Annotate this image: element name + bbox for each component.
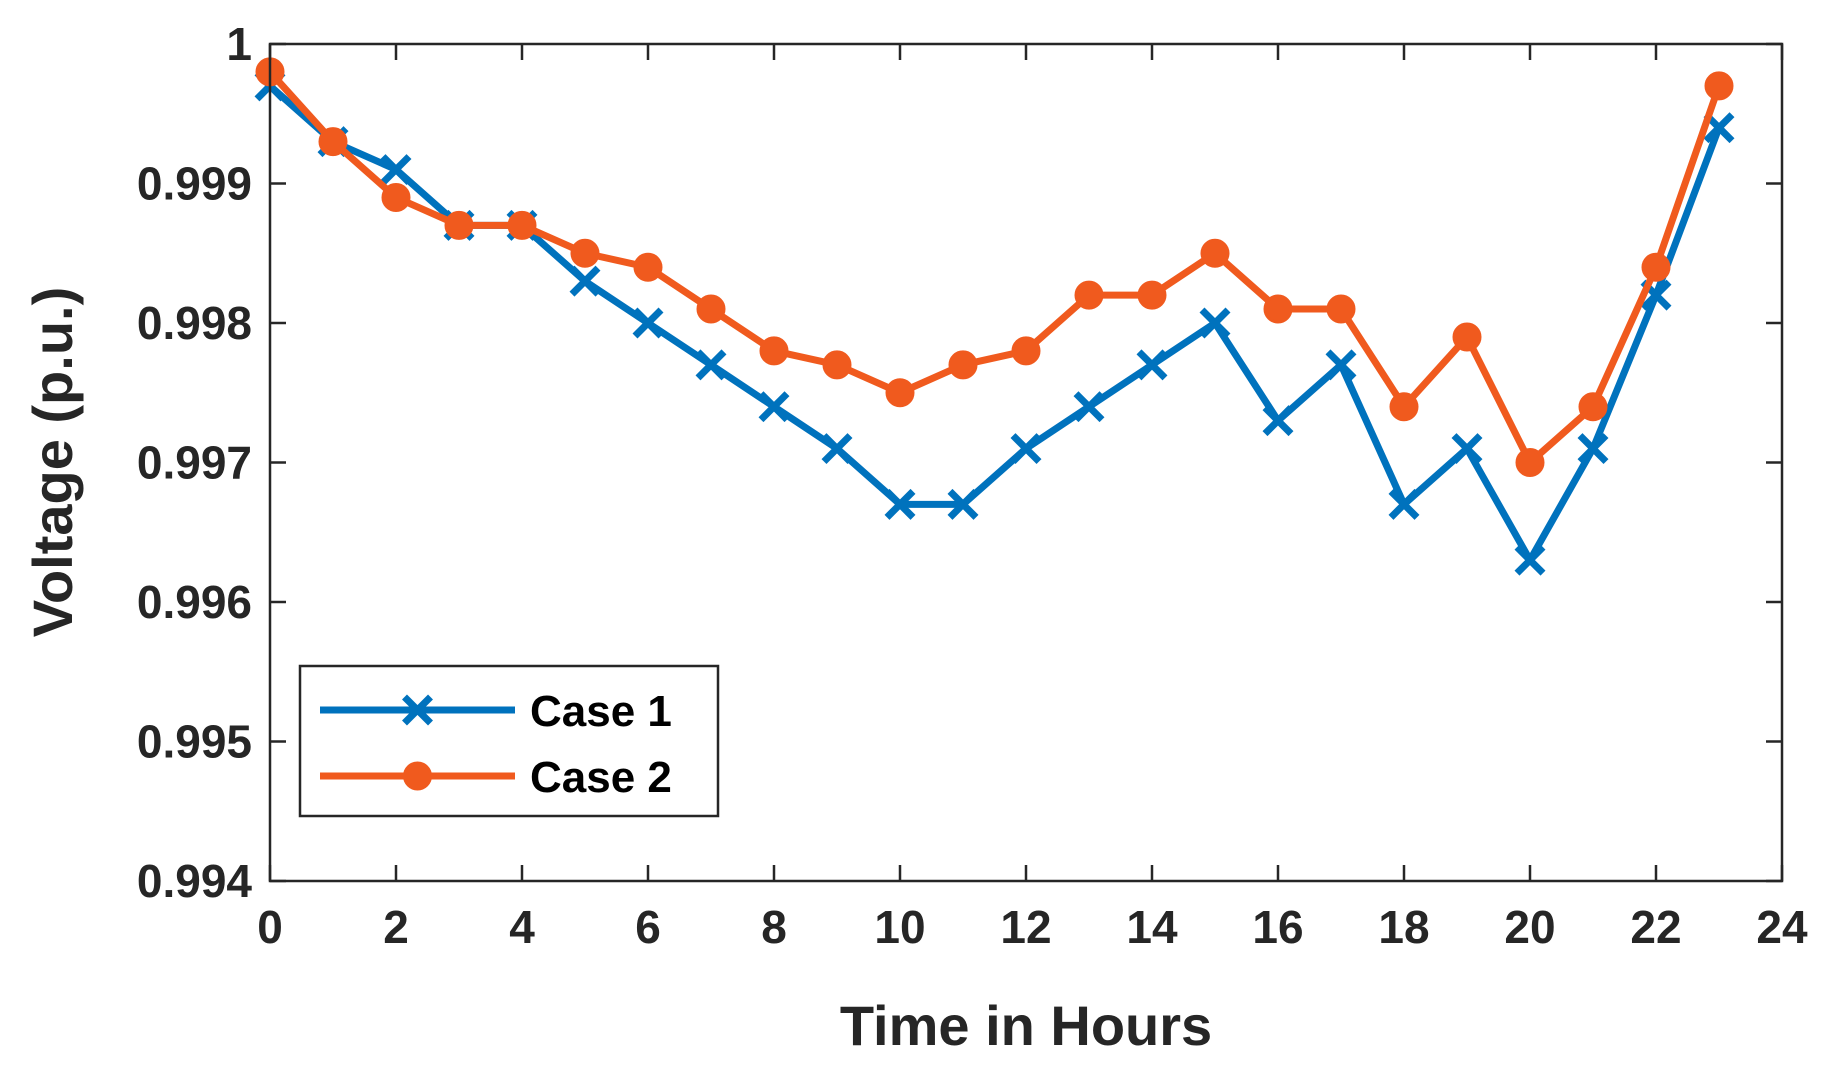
data-point-case-2-hour-9 — [822, 350, 852, 380]
data-point-case-1-hour-20 — [1514, 544, 1546, 576]
data-point-case-1-hour-8 — [758, 391, 790, 423]
data-point-case-1-hour-5 — [569, 265, 601, 297]
legend-marker-case-2 — [403, 761, 432, 791]
data-point-case-2-hour-20 — [1515, 448, 1545, 477]
x-tick-label-8: 8 — [761, 901, 787, 953]
data-point-case-2-hour-16 — [1263, 294, 1293, 324]
data-point-case-2-hour-10 — [885, 378, 915, 408]
data-point-case-1-hour-6 — [632, 307, 664, 339]
legend-marker-case-1 — [402, 694, 433, 726]
data-point-case-1-hour-11-stroke-b — [947, 488, 979, 520]
x-tick-label-0: 0 — [257, 901, 283, 953]
data-point-case-1-hour-6-stroke-b — [632, 307, 664, 339]
data-point-case-2-hour-5 — [570, 238, 600, 268]
data-point-case-1-hour-11 — [947, 488, 979, 520]
data-point-case-1-hour-17 — [1325, 349, 1357, 381]
legend-symbol-case-1 — [402, 694, 433, 726]
data-point-case-1-hour-21 — [1577, 433, 1609, 465]
y-tick-label-4: 0.998 — [137, 297, 252, 349]
legend-symbol-case-1-stroke-b — [402, 694, 433, 726]
data-point-case-2-hour-23 — [1704, 71, 1734, 101]
y-axis-title: Voltage (p.u.) — [21, 287, 84, 638]
data-point-case-2-hour-18 — [1389, 392, 1419, 422]
tick-layer — [268, 42, 1784, 883]
tick-label-layer: 0 2 4 6 8 10 12 14 16 18 20 22 240.9940.9950.9960.99… — [137, 18, 1808, 953]
data-point-case-1-hour-10-stroke-b — [884, 488, 916, 520]
y-tick-label-6: 1 — [226, 18, 252, 70]
data-point-case-1-hour-16-stroke-b — [1262, 405, 1294, 437]
x-tick-label-2: 2 — [383, 901, 409, 953]
data-point-case-2-hour-4 — [507, 210, 537, 240]
data-point-case-1-hour-5-stroke-b — [569, 265, 601, 297]
data-point-case-1-hour-23-stroke-b — [1703, 112, 1735, 144]
x-tick-label-18: 18 — [1378, 901, 1429, 953]
y-tick-label-1: 0.995 — [137, 716, 252, 768]
data-point-case-1-hour-9-stroke-b — [821, 433, 853, 465]
x-tick-label-14: 14 — [1126, 901, 1178, 953]
data-point-case-1-hour-10 — [884, 488, 916, 520]
x-tick-label-12: 12 — [1000, 901, 1051, 953]
data-point-case-1-hour-12-stroke-b — [1010, 433, 1042, 465]
data-point-case-2-hour-19 — [1452, 322, 1482, 352]
data-point-case-1-hour-12 — [1010, 433, 1042, 465]
data-point-case-1-hour-13 — [1073, 391, 1105, 423]
data-point-case-1-hour-21-stroke-b — [1577, 433, 1609, 465]
data-point-case-1-hour-7-stroke-b — [695, 349, 727, 381]
x-tick-label-16: 16 — [1252, 901, 1303, 953]
data-point-case-1-hour-14-stroke-b — [1136, 349, 1168, 381]
legend: Case 1 Case 2 — [298, 664, 720, 818]
data-point-case-1-hour-20-stroke-b — [1514, 544, 1546, 576]
legend-label-case-1: Case 1 — [530, 687, 672, 736]
data-point-case-2-hour-13 — [1074, 280, 1104, 310]
data-point-case-1-hour-19-stroke-b — [1451, 433, 1483, 465]
data-point-case-1-hour-13-stroke-b — [1073, 391, 1105, 423]
data-point-case-1-hour-15-stroke-b — [1199, 307, 1231, 339]
data-point-case-1-hour-8-stroke-b — [758, 391, 790, 423]
y-tick-label-3: 0.997 — [137, 437, 252, 489]
data-point-case-1-hour-16 — [1262, 405, 1294, 437]
data-point-case-2-hour-12 — [1011, 336, 1041, 366]
data-point-case-1-hour-9 — [821, 433, 853, 465]
data-point-case-1-hour-15 — [1199, 307, 1231, 339]
data-point-case-2-hour-7 — [696, 294, 726, 324]
data-point-case-2-hour-14 — [1137, 280, 1167, 310]
data-point-case-1-hour-7 — [695, 349, 727, 381]
data-point-case-1-hour-18 — [1388, 488, 1420, 520]
data-point-case-1-hour-18-stroke-b — [1388, 488, 1420, 520]
x-tick-label-4: 4 — [509, 901, 535, 953]
legend-label-case-2: Case 2 — [530, 753, 672, 802]
x-tick-label-6: 6 — [635, 901, 661, 953]
data-point-case-2-hour-1 — [318, 127, 348, 157]
series-case-2 — [255, 57, 1734, 477]
legend-symbol-case-2 — [403, 761, 432, 791]
data-point-case-2-hour-2 — [381, 182, 411, 212]
x-tick-label-22: 22 — [1630, 901, 1681, 953]
data-point-case-2-hour-22 — [1641, 252, 1671, 282]
y-tick-label-5: 0.999 — [137, 158, 252, 210]
data-point-case-2-hour-17 — [1326, 294, 1356, 324]
data-point-case-1-hour-14 — [1136, 349, 1168, 381]
legend-box — [298, 664, 720, 818]
series-layer — [254, 57, 1735, 576]
x-tick-label-24: 24 — [1756, 901, 1808, 953]
x-tick-label-20: 20 — [1504, 901, 1555, 953]
data-point-case-2-hour-21 — [1578, 392, 1608, 422]
data-point-case-2-hour-11 — [948, 350, 978, 380]
data-point-case-1-hour-2-stroke-b — [380, 154, 412, 186]
data-point-case-1-hour-19 — [1451, 433, 1483, 465]
data-point-case-2-hour-8 — [759, 336, 789, 366]
y-tick-label-0: 0.994 — [137, 855, 253, 907]
y-tick-label-2: 0.996 — [137, 576, 252, 628]
data-point-case-1-hour-22-stroke-b — [1640, 279, 1672, 311]
data-point-case-2-hour-15 — [1200, 238, 1230, 268]
data-point-case-1-hour-17-stroke-b — [1325, 349, 1357, 381]
data-point-case-1-hour-2 — [380, 154, 412, 186]
x-axis-title: Time in Hours — [840, 994, 1212, 1057]
x-tick-label-10: 10 — [874, 901, 925, 953]
data-point-case-2-hour-6 — [633, 252, 663, 282]
data-point-case-2-hour-3 — [444, 210, 474, 240]
